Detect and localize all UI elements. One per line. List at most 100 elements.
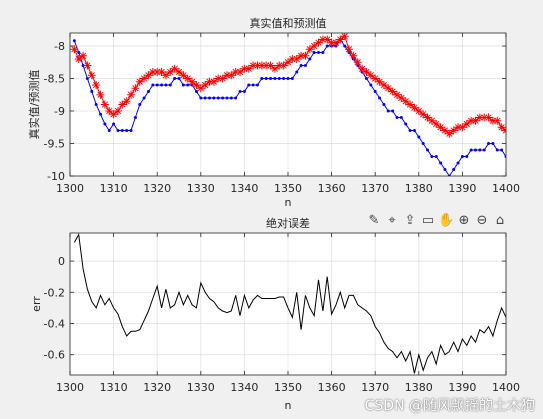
- data-point: [270, 64, 279, 73]
- data-point: [177, 77, 181, 80]
- data-point: [421, 142, 425, 145]
- data-point: [439, 161, 443, 165]
- data-point: [107, 129, 111, 132]
- data-point: [166, 68, 175, 76]
- data-point: [353, 58, 362, 67]
- data-point: [151, 83, 155, 87]
- data-point: [105, 107, 114, 115]
- data-point: [301, 51, 310, 60]
- data-point: [440, 126, 449, 135]
- data-point: [379, 81, 388, 89]
- data-point: [273, 77, 277, 80]
- data-point: [401, 97, 410, 106]
- data-point: [157, 68, 166, 76]
- x-tick-label: 1340: [230, 381, 258, 394]
- data-point: [279, 61, 288, 70]
- data-point: [417, 135, 421, 139]
- data-point: [321, 51, 325, 54]
- data-point: [314, 38, 323, 47]
- data-point: [382, 103, 386, 106]
- data-point: [303, 64, 307, 67]
- data-point: [199, 96, 203, 100]
- zoom-in-icon[interactable]: ⊕: [458, 213, 470, 228]
- data-point: [212, 96, 216, 100]
- x-tick-label: 1300: [56, 381, 84, 394]
- data-point: [181, 83, 185, 87]
- series-line: [73, 38, 506, 176]
- data-point: [175, 68, 183, 76]
- x-tick-label: 1350: [274, 381, 302, 394]
- axes-top[interactable]: 1300 1310 1320 1330 1340 1350 1360 1370 1380 1390…: [27, 16, 520, 209]
- y-tick-label: -9.5: [44, 138, 65, 151]
- data-point: [100, 100, 109, 109]
- data-point: [173, 77, 177, 80]
- data-point: [500, 148, 504, 152]
- data-point: [186, 83, 190, 87]
- data-point: [404, 122, 408, 126]
- data-tip-icon[interactable]: ⌖: [388, 213, 396, 228]
- data-point: [349, 51, 358, 60]
- zoom-out-icon[interactable]: ⊖: [476, 213, 488, 228]
- y-axis-label: 真实值/预测值: [27, 70, 41, 140]
- y-tick-label: -0.6: [44, 349, 65, 362]
- data-point: [430, 155, 434, 158]
- data-point: [122, 97, 131, 106]
- data-point: [188, 77, 197, 86]
- restore-view-icon[interactable]: ▭: [421, 213, 435, 228]
- data-point: [72, 39, 76, 43]
- data-point: [74, 55, 83, 63]
- data-point: [373, 90, 377, 93]
- axes-bottom[interactable]: 1300 1310 1320 1330 1340 1350 1360 1370 1380 1390…: [30, 216, 520, 412]
- x-tick-label: 1390: [448, 182, 476, 195]
- data-point: [144, 71, 153, 80]
- data-point: [160, 83, 164, 87]
- data-point: [70, 45, 79, 54]
- x-tick-label: 1310: [100, 381, 128, 394]
- data-point: [491, 142, 495, 145]
- data-point: [133, 116, 137, 119]
- data-point: [399, 116, 403, 119]
- data-point: [208, 96, 212, 100]
- data-point: [343, 44, 347, 48]
- data-point: [125, 129, 129, 132]
- data-point: [103, 122, 107, 126]
- data-point: [192, 81, 201, 89]
- export-icon[interactable]: ⇪: [404, 213, 416, 228]
- home-icon[interactable]: ⌂: [495, 213, 505, 228]
- data-point: [358, 64, 367, 73]
- data-point: [305, 45, 314, 54]
- x-tick-label: 1400: [492, 182, 520, 195]
- data-point: [196, 84, 205, 93]
- data-point: [135, 77, 144, 86]
- data-point: [460, 155, 464, 158]
- data-point: [77, 51, 81, 54]
- data-point: [406, 100, 415, 109]
- x-tick-label: 1390: [448, 381, 476, 394]
- data-point: [170, 64, 179, 73]
- data-point: [391, 109, 395, 113]
- axes-toolbar: ✎ ⌖ ⇪ ▭ ✋ ⊕ ⊖ ⌂: [366, 213, 508, 229]
- data-point: [201, 81, 210, 89]
- data-point: [142, 96, 146, 100]
- data-point: [286, 77, 290, 80]
- data-point: [277, 77, 281, 80]
- x-tick-label: 1380: [405, 381, 433, 394]
- chart-title: 绝对误差: [266, 216, 310, 230]
- data-point: [384, 84, 393, 93]
- data-point: [471, 116, 480, 125]
- pan-icon[interactable]: ✋: [438, 213, 455, 228]
- data-point: [410, 103, 419, 112]
- series-1: [73, 233, 506, 374]
- data-point: [227, 71, 236, 80]
- data-point: [87, 71, 96, 80]
- data-point: [336, 35, 345, 44]
- data-point: [255, 83, 259, 87]
- x-axis-label: n: [285, 399, 292, 412]
- data-point: [244, 64, 253, 73]
- data-point: [221, 96, 225, 100]
- brush-icon[interactable]: ✎: [368, 213, 380, 228]
- data-point: [131, 84, 140, 93]
- x-tick-label: 1370: [361, 381, 389, 394]
- data-point: [362, 68, 371, 76]
